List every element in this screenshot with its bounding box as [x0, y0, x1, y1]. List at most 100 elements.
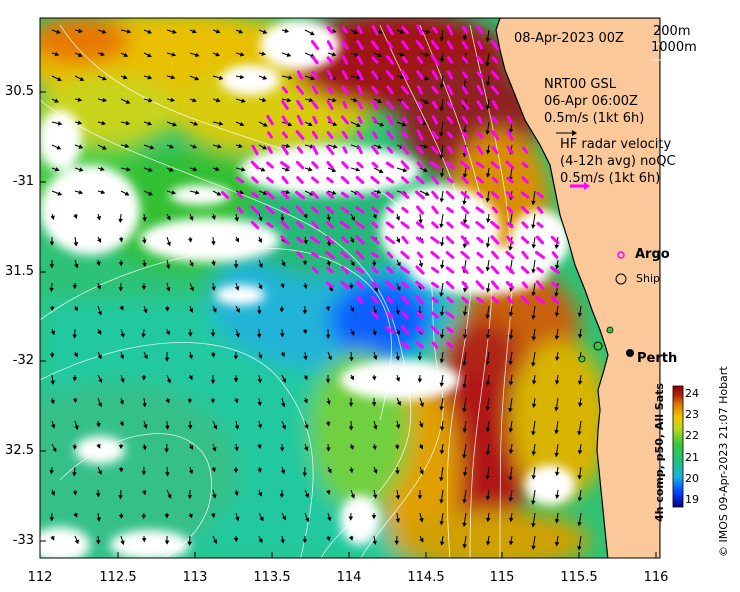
gsl-vector-head — [372, 331, 377, 336]
gsl-vector-head — [78, 167, 84, 172]
gsl-vector-head — [424, 52, 430, 57]
hf-vector — [386, 266, 394, 274]
gsl-vector-head — [233, 355, 239, 360]
hf-vector — [281, 145, 289, 155]
gsl-vector-head — [50, 215, 55, 221]
hf-vector — [476, 266, 484, 274]
gsl-vector-head — [169, 144, 175, 149]
gsl-vector-head — [439, 406, 444, 411]
gsl-vector-head — [418, 444, 423, 450]
hf-vector — [445, 280, 455, 290]
gsl-vector-head — [485, 427, 491, 433]
hf-vector — [461, 296, 469, 304]
gsl-vector-head — [508, 312, 514, 317]
gsl-vector-head — [554, 380, 560, 385]
hf-vector — [280, 220, 290, 230]
gsl-vector-head — [118, 445, 124, 450]
hf-vector — [309, 235, 321, 245]
gsl-vector-head — [96, 517, 101, 522]
gsl-vector-head — [395, 330, 401, 336]
gsl-vector-head — [377, 98, 383, 104]
hf-vector — [446, 116, 454, 124]
hf-vector — [416, 161, 424, 169]
gsl-vector-head — [165, 398, 170, 404]
gsl-legend-scale: 0.5m/s (1kt 6h) — [544, 111, 645, 126]
hf-vector — [417, 101, 423, 109]
gsl-vector-head — [280, 283, 285, 289]
gsl-vector-head — [147, 29, 153, 34]
gsl-vector-head — [378, 29, 383, 34]
gsl-vector-head — [73, 352, 78, 358]
hf-vector — [551, 281, 559, 289]
hf-vector — [340, 175, 350, 185]
gsl-vector-head — [258, 216, 263, 222]
gsl-vector-head — [325, 379, 331, 384]
hf-vector — [356, 85, 364, 95]
gsl-vector-head — [395, 518, 401, 523]
gsl-vector-head — [350, 216, 355, 222]
gsl-vector-head — [485, 334, 491, 339]
hf-vector — [476, 236, 484, 244]
hf-vector — [250, 220, 260, 230]
hf-vector — [491, 56, 499, 64]
gsl-vector-head — [353, 29, 358, 34]
gsl-vector-head — [485, 451, 491, 456]
gsl-vector-head — [399, 29, 405, 34]
hf-vector — [430, 250, 440, 260]
gsl-vector-head — [188, 308, 194, 313]
gsl-vector-head — [439, 311, 445, 317]
gsl-vector-head — [508, 476, 513, 481]
hf-vector — [491, 296, 499, 304]
colorbar-tick: 23 — [685, 408, 699, 421]
gsl-vector-head — [462, 334, 468, 339]
hf-vector — [416, 56, 424, 64]
gsl-vector-head — [258, 354, 263, 359]
gsl-vector-head — [349, 536, 354, 541]
ship-legend-label: Ship — [636, 272, 660, 285]
hf-vector — [445, 251, 455, 259]
gsl-vector-head — [508, 517, 514, 523]
hf-vector — [477, 115, 483, 125]
hf-vector — [551, 251, 559, 259]
hf-vector — [311, 206, 319, 214]
hf-vector — [356, 280, 364, 290]
hf-vector — [386, 251, 394, 259]
hf-vector — [431, 70, 439, 80]
gsl-vector-head — [262, 29, 268, 34]
gsl-vector-head — [171, 190, 176, 195]
hf-vector — [461, 266, 469, 274]
gsl-vector-head — [485, 198, 491, 203]
gsl-vector-head — [147, 53, 152, 58]
hf-vector — [295, 160, 305, 170]
gsl-vector-head — [555, 471, 560, 477]
hf-vector — [341, 55, 349, 65]
gsl-vector-head — [462, 173, 468, 179]
gsl-vector-head — [141, 471, 147, 476]
hf-vector — [220, 191, 230, 199]
hf-vector — [415, 295, 425, 305]
gsl-vector-head — [96, 422, 101, 428]
hf-vector — [281, 131, 289, 139]
hf-vector — [476, 71, 484, 79]
gsl-vector-head — [260, 167, 266, 172]
gsl-vector-head — [303, 375, 308, 381]
gsl-vector-head — [257, 401, 262, 407]
colorbar-tick: 24 — [685, 387, 699, 400]
hf-vector — [430, 236, 440, 244]
gsl-vector-head — [77, 97, 83, 102]
gsl-vector-head — [100, 51, 105, 57]
gsl-vector-head — [164, 448, 169, 453]
gsl-vector-head — [234, 217, 239, 222]
hf-vector — [402, 56, 408, 64]
hf-vector — [385, 235, 395, 245]
gsl-vector-head — [284, 167, 290, 172]
gsl-vector-head — [165, 472, 170, 477]
hf-vector — [385, 161, 395, 169]
gsl-vector-head — [348, 284, 354, 290]
gsl-vector-head — [211, 215, 216, 220]
gsl-vector-head — [417, 495, 423, 500]
hf-vector — [386, 24, 394, 36]
gsl-vector-head — [348, 402, 354, 407]
gsl-vector-head — [96, 284, 102, 290]
gsl-vector-head — [423, 144, 429, 149]
